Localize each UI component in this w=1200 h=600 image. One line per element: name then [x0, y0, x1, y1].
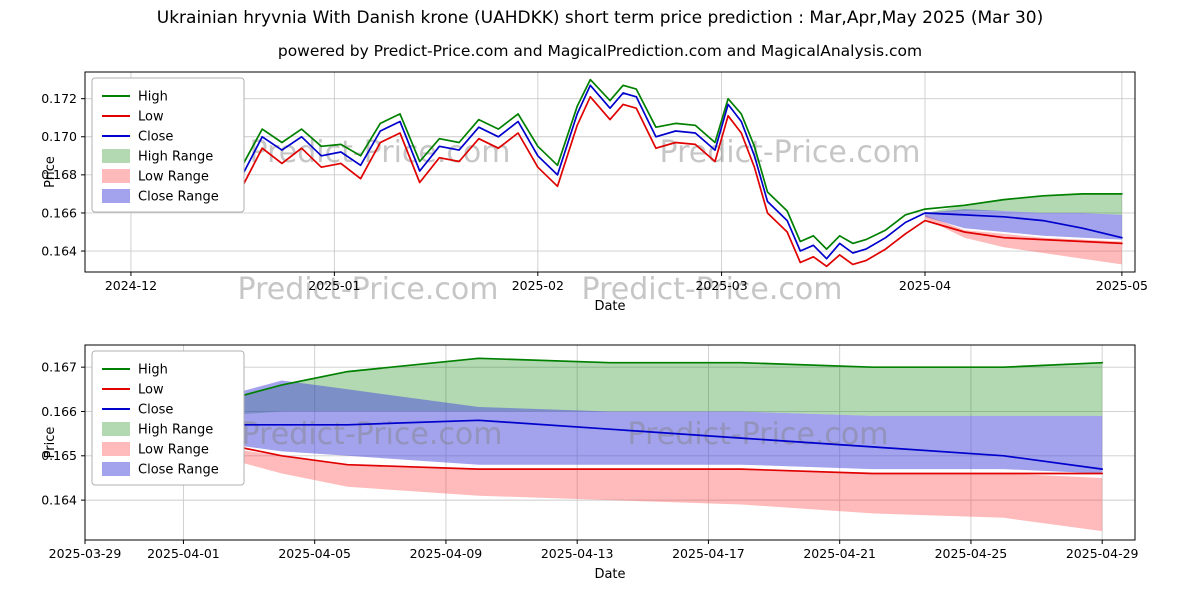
series-line-high — [149, 357, 1104, 417]
legend-box — [91, 350, 245, 486]
legend: High Low Close High Range Low Range Close Ran… — [91, 77, 245, 213]
plot-border — [84, 344, 1136, 541]
legend-label: High Range — [138, 423, 213, 438]
band-close-range — [150, 380, 1103, 474]
watermark-text: Predict-Price.com — [628, 417, 889, 452]
y-tick-label: 0.164 — [41, 243, 77, 258]
x-tick-label: 2025-02 — [512, 278, 564, 293]
legend-swatch-patch — [102, 422, 130, 436]
x-tick-label: 2025-04-01 — [147, 546, 220, 561]
y-tick-label: 0.167 — [41, 359, 77, 374]
legend-label: High Range — [138, 150, 213, 165]
x-tick-label: 2025-04-29 — [1066, 546, 1139, 561]
legend-swatch-patch — [102, 169, 130, 183]
series-line-close — [221, 84, 1123, 260]
y-tick-label: 0.165 — [41, 448, 77, 463]
legend-label: High — [138, 363, 168, 378]
legend-label: Low Range — [138, 443, 209, 458]
x-tick-label: 2025-04-05 — [278, 546, 351, 561]
x-tick-label: 2025-04-21 — [803, 546, 876, 561]
y-tick-label: 0.172 — [41, 91, 77, 106]
series-line-low — [149, 423, 1104, 475]
y-tick-label: 0.164 — [41, 492, 77, 507]
x-tick-label: 2025-04-25 — [935, 546, 1008, 561]
watermark-text: Predict-Price.com — [250, 135, 511, 170]
x-tick-label: 2025-04-09 — [410, 546, 483, 561]
watermark-text: Predict-Price.com — [582, 272, 843, 307]
watermark-text: Predict-Price.com — [238, 272, 499, 307]
page-title: Ukrainian hryvnia With Danish krone (UAH… — [156, 8, 1044, 28]
legend-label: Low Range — [138, 170, 209, 185]
legend-label: Low — [138, 383, 164, 398]
legend-label: Close — [138, 403, 173, 418]
y-tick-label: 0.166 — [41, 205, 77, 220]
x-tick-label: 2025-04-17 — [672, 546, 745, 561]
x-tick-label: 2024-12 — [105, 278, 157, 293]
page-subtitle: powered by Predict-Price.com and Magical… — [277, 42, 923, 60]
x-axis-label: Date — [594, 299, 625, 314]
legend-label: Close Range — [138, 463, 219, 478]
legend-label: Close Range — [138, 190, 219, 205]
band-close-range — [925, 209, 1122, 240]
legend-label: Close — [138, 130, 173, 145]
chart-1: Predict-Price.com Predict-Price.com Predic… — [41, 71, 1148, 314]
legend-label: High — [138, 90, 168, 105]
x-tick-label: 2025-04-13 — [541, 546, 614, 561]
x-axis-label: Date — [594, 567, 625, 582]
band-low-range — [925, 214, 1122, 265]
plot-background — [85, 72, 1135, 272]
y-axis-label: Price — [43, 156, 58, 188]
legend-swatch-patch — [102, 442, 130, 456]
series-line-close — [149, 419, 1104, 470]
watermark-text: Predict-Price.com — [242, 417, 503, 452]
y-tick-label: 0.170 — [41, 129, 77, 144]
x-tick-label: 2025-01 — [308, 278, 360, 293]
legend-swatch-patch — [102, 149, 130, 163]
legend-swatch-patch — [102, 462, 130, 476]
y-tick-label: 0.168 — [41, 167, 77, 182]
watermark-text: Predict-Price.com — [660, 135, 921, 170]
series-line-low — [221, 95, 1123, 268]
y-tick-label: 0.166 — [41, 404, 77, 419]
x-tick-label: 2025-03-29 — [49, 546, 122, 561]
chart-2: Predict-Price.com Predict-Price.com 2025-0… — [41, 344, 1139, 582]
y-axis-label: Price — [43, 427, 58, 459]
plot-border — [84, 71, 1136, 273]
legend-label: Low — [138, 110, 164, 125]
legend: High Low Close High Range Low Range Close Ran… — [91, 350, 245, 486]
x-tick-label: 2025-05 — [1096, 278, 1148, 293]
series-line-high — [221, 78, 1123, 250]
legend-box — [91, 77, 245, 213]
band-low-range — [150, 429, 1103, 532]
legend-swatch-patch — [102, 189, 130, 203]
x-tick-label: 2025-03 — [695, 278, 747, 293]
x-tick-label: 2025-04 — [899, 278, 951, 293]
